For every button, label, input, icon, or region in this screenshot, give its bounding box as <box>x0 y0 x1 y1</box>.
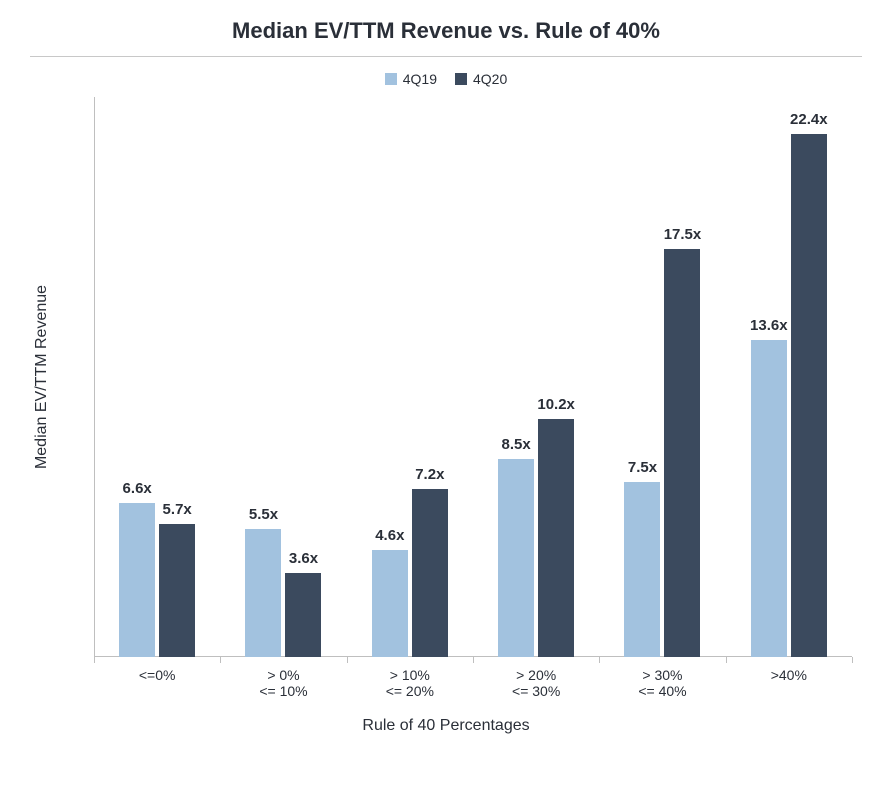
x-axis-label: > 10%<= 20% <box>347 667 473 699</box>
bar-label: 22.4x <box>790 111 828 128</box>
legend-item-4q20: 4Q20 <box>455 71 507 87</box>
x-axis-label-line1: > 0% <box>220 667 346 683</box>
bar-label: 4.6x <box>375 527 404 544</box>
bar-label: 5.5x <box>249 506 278 523</box>
legend-swatch-4q20 <box>455 73 467 85</box>
bar-label: 10.2x <box>537 396 575 413</box>
chart-title: Median EV/TTM Revenue vs. Rule of 40% <box>30 18 862 56</box>
bar-4Q20-1: 3.6x <box>285 573 321 657</box>
bar-groups: 6.6x5.7x5.5x3.6x4.6x7.2x8.5x10.2x7.5x17.… <box>94 97 852 657</box>
x-axis-label: > 30%<= 40% <box>599 667 725 699</box>
x-tick <box>347 657 348 663</box>
bar-label: 6.6x <box>123 480 152 497</box>
x-axis-label-line2: <= 30% <box>473 683 599 699</box>
x-axis-label-line2: <= 20% <box>347 683 473 699</box>
bar-group: 4.6x7.2x <box>347 97 473 657</box>
plot: Median EV/TTM Revenue 6.6x5.7x5.5x3.6x4.… <box>94 97 852 657</box>
x-tick <box>220 657 221 663</box>
bar-label: 13.6x <box>750 317 788 334</box>
x-axis-label-line1: > 20% <box>473 667 599 683</box>
bar-4Q19-2: 4.6x <box>372 550 408 657</box>
bar-label: 5.7x <box>163 501 192 518</box>
bar-label: 8.5x <box>502 436 531 453</box>
bar-4Q20-3: 10.2x <box>538 419 574 657</box>
x-axis-label: <=0% <box>94 667 220 699</box>
legend-item-4q19: 4Q19 <box>385 71 437 87</box>
bar-group: 7.5x17.5x <box>599 97 725 657</box>
bar-4Q20-2: 7.2x <box>412 489 448 657</box>
legend-label-4q20: 4Q20 <box>473 71 507 87</box>
x-axis-labels: <=0%> 0%<= 10%> 10%<= 20%> 20%<= 30%> 30… <box>94 667 852 699</box>
bar-label: 7.2x <box>415 466 444 483</box>
legend-swatch-4q19 <box>385 73 397 85</box>
x-tick <box>94 657 95 663</box>
x-axis-label-line1: > 10% <box>347 667 473 683</box>
y-axis-title: Median EV/TTM Revenue <box>33 285 51 469</box>
x-axis-label-line1: <=0% <box>94 667 220 683</box>
bar-group: 6.6x5.7x <box>94 97 220 657</box>
chart-container: Median EV/TTM Revenue vs. Rule of 40% 4Q… <box>0 0 892 788</box>
bar-group: 5.5x3.6x <box>220 97 346 657</box>
bar-4Q19-1: 5.5x <box>245 529 281 657</box>
x-axis-title: Rule of 40 Percentages <box>30 717 862 735</box>
title-divider <box>30 56 862 57</box>
bar-4Q19-3: 8.5x <box>498 459 534 657</box>
bar-4Q19-5: 13.6x <box>751 340 787 657</box>
x-axis-label-line1: > 30% <box>599 667 725 683</box>
bar-group: 8.5x10.2x <box>473 97 599 657</box>
bar-label: 7.5x <box>628 459 657 476</box>
legend-label-4q19: 4Q19 <box>403 71 437 87</box>
plot-area: 6.6x5.7x5.5x3.6x4.6x7.2x8.5x10.2x7.5x17.… <box>94 97 852 657</box>
bar-4Q19-0: 6.6x <box>119 503 155 657</box>
x-axis-label: > 20%<= 30% <box>473 667 599 699</box>
bar-4Q20-5: 22.4x <box>791 134 827 657</box>
bar-group: 13.6x22.4x <box>726 97 852 657</box>
x-axis-label: > 0%<= 10% <box>220 667 346 699</box>
legend: 4Q19 4Q20 <box>30 71 862 87</box>
x-tick <box>473 657 474 663</box>
x-axis-label-line2: <= 40% <box>599 683 725 699</box>
x-axis-label-line1: >40% <box>726 667 852 683</box>
x-tick <box>726 657 727 663</box>
x-tick <box>852 657 853 663</box>
x-axis-label-line2: <= 10% <box>220 683 346 699</box>
bar-label: 17.5x <box>664 226 702 243</box>
bar-4Q19-4: 7.5x <box>624 482 660 657</box>
bar-4Q20-0: 5.7x <box>159 524 195 657</box>
x-tick <box>599 657 600 663</box>
bar-label: 3.6x <box>289 550 318 567</box>
x-axis-label: >40% <box>726 667 852 699</box>
bar-4Q20-4: 17.5x <box>664 249 700 657</box>
